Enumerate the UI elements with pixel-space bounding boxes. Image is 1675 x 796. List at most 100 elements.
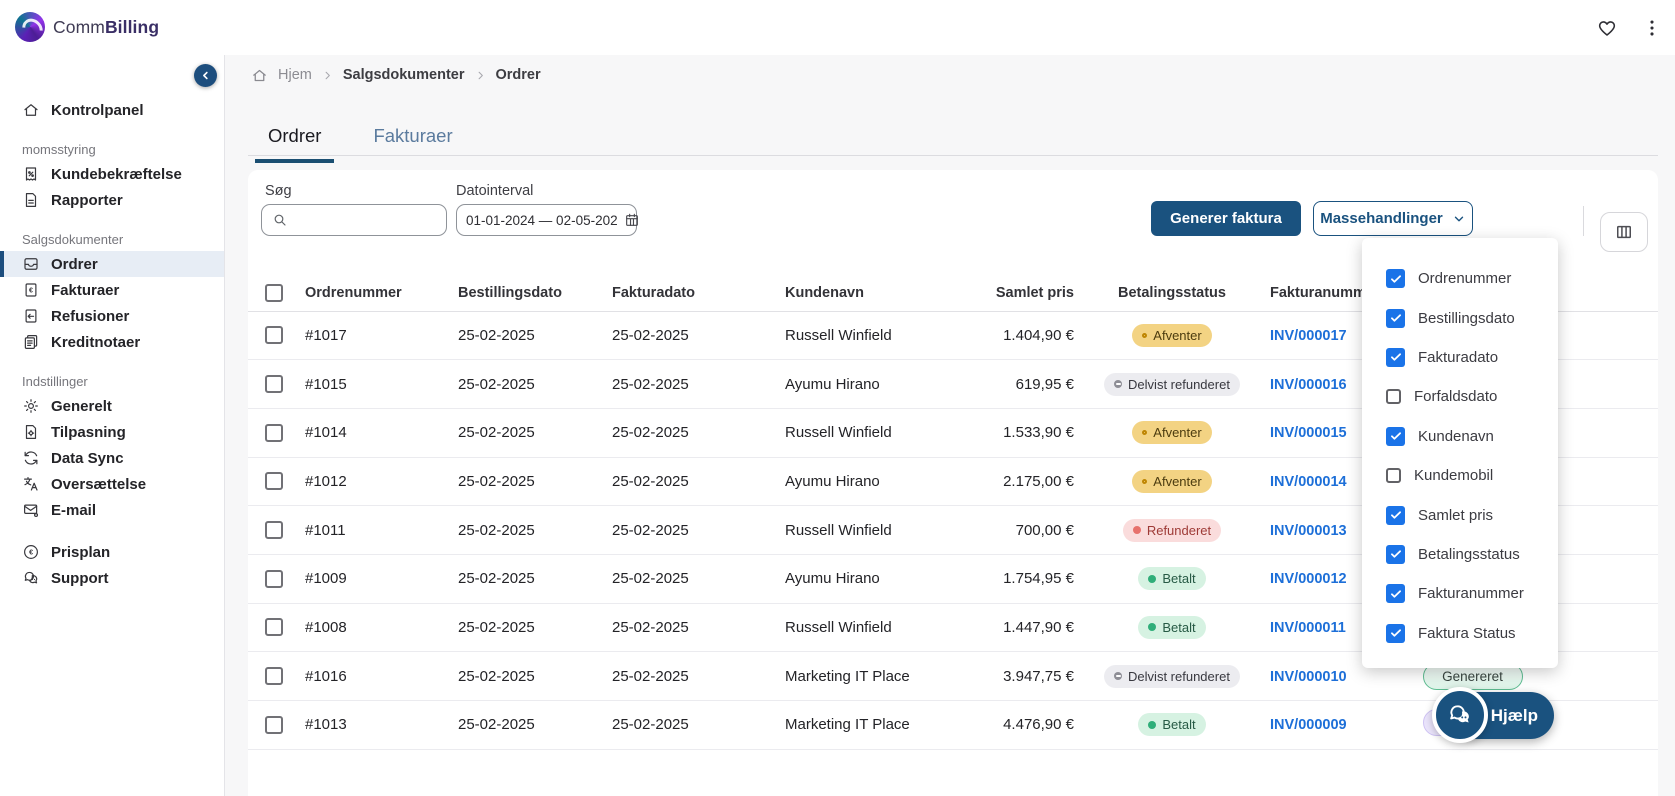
cell-customer-name: Russell Winfield (785, 505, 985, 555)
invoice-link[interactable]: INV/000011 (1270, 619, 1346, 636)
checkbox-unchecked-icon[interactable] (1386, 468, 1401, 484)
column-toggle-fakturadato[interactable]: Fakturadato (1362, 338, 1558, 377)
column-toggle-betalingsstatus[interactable]: Betalingsstatus (1362, 535, 1558, 574)
checkbox-checked-icon[interactable] (1386, 505, 1405, 525)
column-toggle-kundenavn[interactable]: Kundenavn (1362, 417, 1558, 456)
invoice-link[interactable]: INV/000013 (1270, 522, 1347, 539)
row-checkbox[interactable] (265, 569, 283, 588)
status-dot-icon (1148, 623, 1157, 632)
cell-total-price: 4.476,90 € (985, 700, 1074, 750)
invoice-link[interactable]: INV/000012 (1270, 571, 1347, 588)
payment-status-badge: Betalt (1138, 567, 1206, 591)
generate-invoice-button[interactable]: Generer faktura (1151, 201, 1301, 236)
sidebar-collapse-button[interactable] (194, 64, 217, 87)
row-checkbox[interactable] (265, 667, 283, 686)
invoice-link[interactable]: INV/000015 (1270, 425, 1347, 442)
cell-customer-name: Ayumu Hirano (785, 457, 985, 507)
column-toggle-samlet-pris[interactable]: Samlet pris (1362, 495, 1558, 534)
column-toggle-kundemobil[interactable]: Kundemobil (1362, 456, 1558, 495)
row-checkbox[interactable] (265, 326, 283, 345)
search-field (261, 204, 447, 236)
column-toggle-forfaldsdato[interactable]: Forfaldsdato (1362, 377, 1558, 416)
search-input[interactable] (295, 211, 436, 229)
invoice-link[interactable]: INV/000017 (1270, 327, 1347, 344)
overflow-menu-button[interactable] (1637, 13, 1667, 43)
row-checkbox[interactable] (265, 521, 283, 540)
favorites-button[interactable] (1592, 13, 1622, 43)
column-toggle-faktura-status[interactable]: Faktura Status (1362, 614, 1558, 653)
sidebar-item-support[interactable]: Support (0, 565, 224, 591)
checkbox-checked-icon[interactable] (1386, 544, 1405, 564)
checkbox-checked-icon[interactable] (1386, 426, 1405, 446)
checkbox-checked-icon[interactable] (1386, 308, 1405, 328)
table-row: #1014 25-02-2025 25-02-2025 Russell Winfiel… (248, 408, 1658, 458)
payment-status-badge: Delvist refunderet (1104, 372, 1240, 396)
sidebar-item-fakturaer[interactable]: € Fakturaer (0, 277, 224, 303)
row-checkbox[interactable] (265, 472, 283, 491)
sidebar-item-rapporter[interactable]: Rapporter (0, 187, 224, 213)
checkbox-checked-icon[interactable] (1386, 269, 1405, 289)
sidebar-item-kundebekr-ftelse[interactable]: Kundebekræftelse (0, 161, 224, 187)
column-toggle-label: Fakturadato (1418, 348, 1499, 366)
sidebar-item-data-sync[interactable]: Data Sync (0, 445, 224, 471)
invoice-link[interactable]: INV/000009 (1270, 717, 1347, 734)
payment-status-badge: Betalt (1138, 713, 1206, 737)
euro-circle-icon: € (22, 543, 40, 561)
sidebar-item-e-mail[interactable]: E-mail (0, 497, 224, 523)
breadcrumb-home[interactable]: Hjem (278, 67, 312, 83)
column-toggle-label: Faktura Status (1418, 624, 1516, 642)
date-range-input[interactable]: 01-01-2024 — 02-05-202 (456, 204, 638, 236)
breadcrumb-salgsdokumenter[interactable]: Salgsdokumenter (342, 67, 465, 83)
sidebar-item-ordrer[interactable]: Ordrer (0, 251, 224, 277)
invoice-link[interactable]: INV/000010 (1270, 668, 1347, 685)
row-checkbox[interactable] (265, 423, 283, 442)
chat-bubbles-icon (1446, 701, 1474, 729)
sidebar-item-kreditnotaer[interactable]: Kreditnotaer (0, 329, 224, 355)
cell-order-number: #1011 (305, 505, 458, 555)
tab-ordrer[interactable]: Ordrer (255, 117, 335, 163)
row-checkbox[interactable] (265, 715, 283, 734)
cell-payment-status: Refunderet (1074, 505, 1270, 555)
cell-order-number: #1008 (305, 603, 458, 653)
invoice-link[interactable]: INV/000014 (1270, 473, 1347, 490)
row-checkbox[interactable] (265, 375, 283, 394)
cell-invoice-date: 25-02-2025 (612, 505, 785, 555)
payment-status-badge: Betalt (1138, 615, 1206, 639)
sidebar-item-label: Fakturaer (51, 281, 120, 299)
row-checkbox[interactable] (265, 618, 283, 637)
sidebar-item-kontrolpanel[interactable]: Kontrolpanel (0, 97, 224, 123)
sidebar-item-tilpasning[interactable]: Tilpasning (0, 419, 224, 445)
header-checkbox-cell (248, 275, 305, 312)
checkbox-checked-icon[interactable] (1386, 623, 1405, 643)
sidebar-item-prisplan[interactable]: € Prisplan (0, 539, 224, 565)
breadcrumb: Hjem Salgsdokumenter Ordrer (251, 61, 541, 89)
column-toggle-bestillingsdato[interactable]: Bestillingsdato (1362, 298, 1558, 337)
document-icon (22, 191, 40, 209)
cell-invoice-date: 25-02-2025 (612, 603, 785, 653)
column-toggle-fakturanummer[interactable]: Fakturanummer (1362, 574, 1558, 613)
sidebar-item-refusioner[interactable]: Refusioner (0, 303, 224, 329)
column-toggle-ordrenummer[interactable]: Ordrenummer (1362, 259, 1558, 298)
table-header-row: Ordrenummer Bestillingsdato Fakturadato Kun… (248, 275, 1658, 312)
help-chat-button[interactable] (1432, 687, 1488, 743)
cell-order-date: 25-02-2025 (458, 603, 612, 653)
cell-payment-status: Delvist refunderet (1074, 651, 1270, 701)
bulk-actions-button[interactable]: Massehandlinger (1313, 201, 1473, 236)
checkbox-checked-icon[interactable] (1386, 584, 1405, 604)
sidebar-item-overs-ttelse[interactable]: Oversættelse (0, 471, 224, 497)
cell-customer-name: Russell Winfield (785, 311, 985, 361)
tab-fakturaer[interactable]: Fakturaer (373, 125, 453, 146)
status-dot-icon (1142, 332, 1148, 338)
sidebar-item-generelt[interactable]: Generelt (0, 393, 224, 419)
checkbox-unchecked-icon[interactable] (1386, 389, 1401, 405)
column-settings-button[interactable] (1600, 212, 1648, 252)
payment-status-label: Afventer (1153, 473, 1202, 489)
cell-total-price: 1.754,95 € (985, 554, 1074, 604)
checkbox-checked-icon[interactable] (1386, 347, 1405, 367)
mail-gear-icon (22, 501, 40, 519)
chevron-right-icon (322, 70, 333, 81)
payment-status-label: Delvist refunderet (1128, 668, 1230, 684)
cell-payment-status: Delvist refunderet (1074, 359, 1270, 409)
select-all-checkbox[interactable] (265, 283, 283, 302)
invoice-link[interactable]: INV/000016 (1270, 376, 1347, 393)
